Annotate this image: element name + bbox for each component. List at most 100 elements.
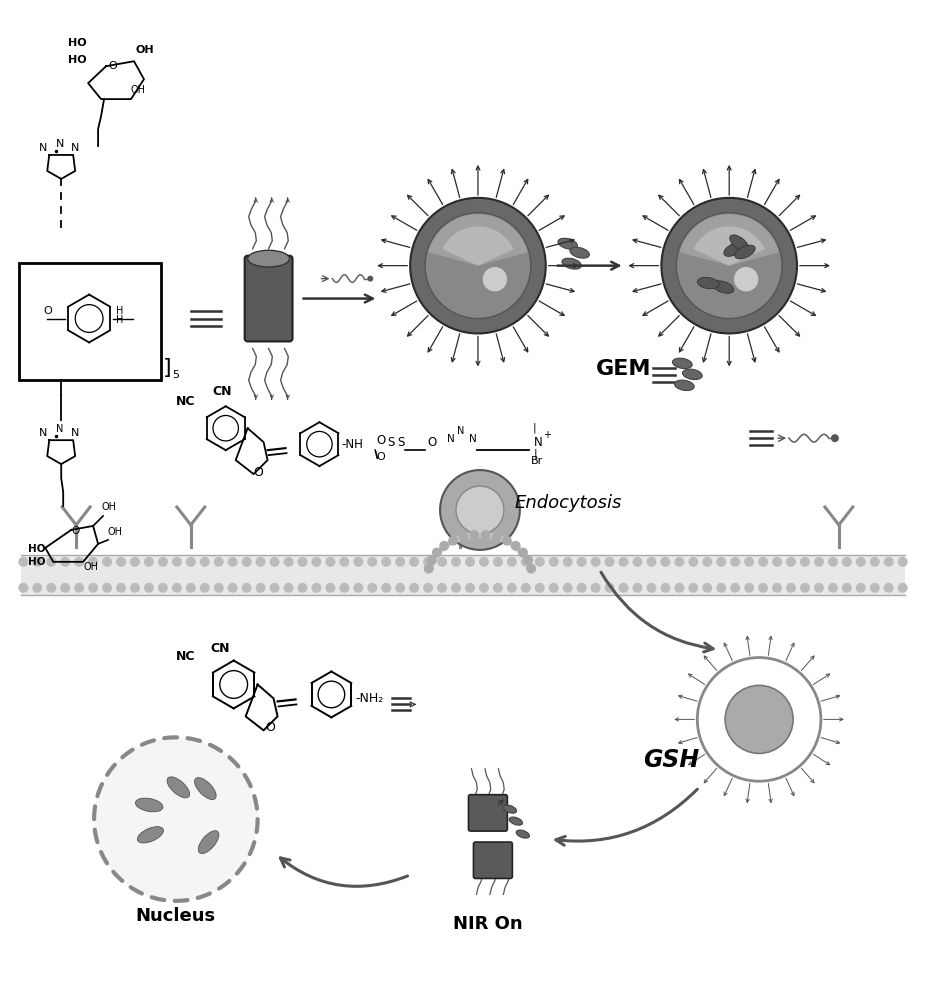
Circle shape [60,557,70,567]
Ellipse shape [730,235,748,251]
Text: S: S [387,436,394,449]
Circle shape [283,583,294,593]
Ellipse shape [137,827,164,843]
Circle shape [800,557,810,567]
Text: HO: HO [29,557,45,567]
Text: H: H [116,306,123,316]
Ellipse shape [562,258,582,269]
Circle shape [144,583,154,593]
Circle shape [60,583,70,593]
Ellipse shape [558,238,578,249]
Ellipse shape [247,250,290,267]
Circle shape [437,557,447,567]
Text: O: O [108,61,117,71]
Text: NC: NC [176,650,195,663]
Circle shape [870,557,880,567]
Circle shape [297,583,307,593]
Circle shape [214,557,224,567]
Text: 5: 5 [172,370,179,380]
Bar [19,263,161,380]
Circle shape [507,557,517,567]
Circle shape [786,557,796,567]
Ellipse shape [503,805,517,813]
Circle shape [94,737,257,901]
Circle shape [102,583,112,593]
Text: N: N [469,434,477,444]
Circle shape [828,557,838,567]
Circle shape [448,536,458,546]
Circle shape [674,583,684,593]
Circle shape [814,583,824,593]
Circle shape [395,583,406,593]
Circle shape [368,276,373,282]
Circle shape [325,583,335,593]
Text: ]: ] [163,358,171,378]
Text: OH: OH [131,85,146,95]
Circle shape [492,532,502,542]
Circle shape [469,530,480,540]
Ellipse shape [135,798,163,812]
Circle shape [186,557,195,567]
Text: -NH₂: -NH₂ [356,692,383,705]
Text: Endocytosis: Endocytosis [515,494,622,512]
Circle shape [856,583,866,593]
Circle shape [437,583,447,593]
Circle shape [518,548,528,558]
Ellipse shape [724,242,744,256]
Circle shape [523,555,533,565]
Circle shape [883,583,894,593]
Circle shape [186,583,195,593]
Circle shape [646,557,657,567]
Text: O: O [71,526,80,536]
Circle shape [745,557,754,567]
Circle shape [74,557,84,567]
Text: CN: CN [211,642,231,655]
Ellipse shape [735,245,756,259]
Circle shape [734,267,758,291]
Circle shape [325,557,335,567]
Text: Nucleus: Nucleus [136,907,216,925]
Circle shape [676,213,782,319]
Text: OH: OH [136,45,155,55]
Circle shape [410,198,545,333]
Wedge shape [443,226,514,266]
Circle shape [674,557,684,567]
Circle shape [786,583,796,593]
Text: HO: HO [69,55,87,65]
Circle shape [502,536,512,546]
Ellipse shape [569,247,589,258]
Circle shape [897,557,907,567]
Circle shape [339,583,349,593]
Ellipse shape [509,817,522,825]
Circle shape [605,557,615,567]
Circle shape [465,557,475,567]
Circle shape [354,557,363,567]
Circle shape [661,198,797,333]
Wedge shape [680,214,779,266]
Text: H: H [116,315,123,325]
Circle shape [563,583,572,593]
Circle shape [632,557,643,567]
Circle shape [256,583,266,593]
Text: |: | [533,448,537,459]
Circle shape [456,486,504,534]
Circle shape [339,557,349,567]
Circle shape [200,583,210,593]
Circle shape [458,532,469,542]
Text: O: O [266,721,275,734]
Text: GEM: GEM [595,359,651,379]
Text: N: N [39,428,47,438]
Circle shape [439,541,449,551]
Circle shape [660,583,670,593]
Circle shape [535,557,544,567]
Text: S: S [397,436,405,449]
Circle shape [745,583,754,593]
Circle shape [842,583,852,593]
Circle shape [32,557,43,567]
Circle shape [368,557,377,567]
Circle shape [214,583,224,593]
Circle shape [451,583,461,593]
Circle shape [772,583,782,593]
Text: N: N [533,436,543,449]
Circle shape [577,583,587,593]
